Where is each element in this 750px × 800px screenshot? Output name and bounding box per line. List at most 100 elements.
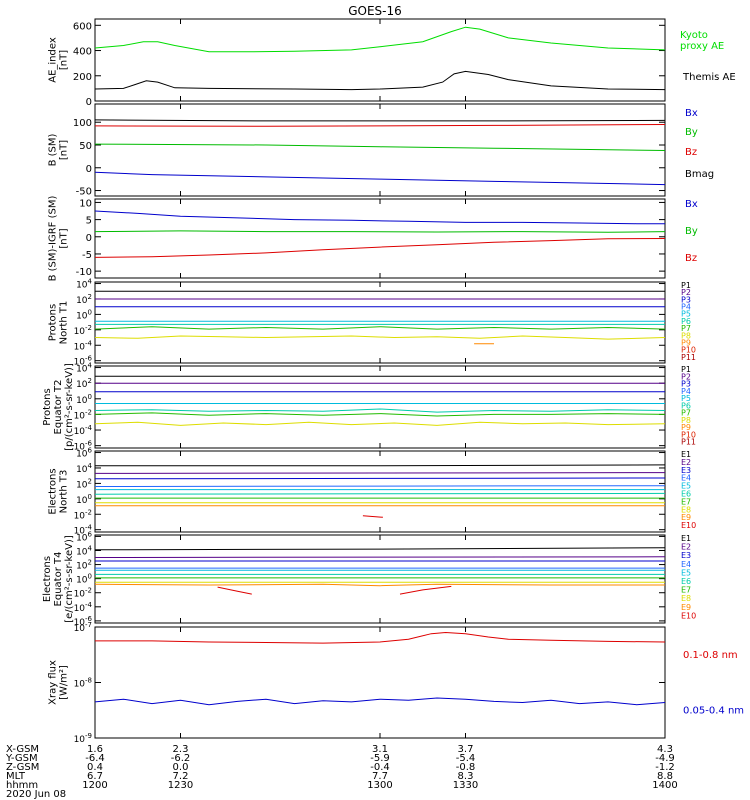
x-tick-value: 8.8 xyxy=(657,771,673,782)
legend-label: E1 xyxy=(681,450,691,459)
y-tick-label: 100 xyxy=(73,118,92,129)
legend-label: P2 xyxy=(681,372,691,381)
x-tick-value: 2.3 xyxy=(173,744,189,755)
legend-label: By xyxy=(685,226,698,237)
series-e10 xyxy=(399,585,452,595)
legend-label: P3 xyxy=(681,295,691,304)
legend-label: E6 xyxy=(681,490,691,499)
x-tick-value: 1230 xyxy=(168,780,193,791)
legend-label: P1 xyxy=(681,365,691,374)
series-e1 xyxy=(95,464,666,467)
x-tick-value: 1330 xyxy=(453,780,478,791)
y-tick-label: 104 xyxy=(76,462,92,475)
x-tick-value: -4.9 xyxy=(655,753,675,764)
x-tick-value: -5.9 xyxy=(370,753,390,764)
legend-label: E5 xyxy=(681,568,691,577)
series-0-1-0-8-nm xyxy=(95,631,666,644)
series-by xyxy=(94,143,666,151)
legend-label: P10 xyxy=(681,430,696,439)
y-tick-label: 10-8 xyxy=(74,677,92,690)
panel-frame xyxy=(94,626,666,739)
y-tick-label: 102 xyxy=(76,293,92,306)
x-tick-value: 0.0 xyxy=(173,762,189,773)
y-axis-label: Protons xyxy=(42,388,53,425)
y-axis-label: Equator T4 xyxy=(53,552,64,607)
x-tick-value: 1300 xyxy=(367,780,392,791)
legend-label: E10 xyxy=(681,611,696,620)
panel-frame xyxy=(94,198,666,279)
series-bz xyxy=(94,124,666,127)
series-0-05-0-4-nm xyxy=(94,697,666,706)
legend-label: P7 xyxy=(681,409,691,418)
series-e10 xyxy=(362,515,383,518)
series-kyoto xyxy=(94,26,666,53)
y-axis-label: B (SM) xyxy=(48,133,59,166)
x-row-label: hhmm xyxy=(6,780,38,791)
legend-label: P8 xyxy=(681,331,691,340)
legend-label: P4 xyxy=(681,303,691,312)
legend-label: E3 xyxy=(681,466,691,475)
y-tick-label: 102 xyxy=(76,477,92,490)
legend-label: P5 xyxy=(681,394,691,403)
y-axis-label: B (SM)-IGRF (SM) xyxy=(48,196,59,282)
series-p7 xyxy=(94,326,666,330)
x-tick-value: 1200 xyxy=(82,780,107,791)
date-label: 2020 Jun 08 xyxy=(6,789,66,800)
legend-label: P5 xyxy=(681,310,691,319)
legend-label: P1 xyxy=(681,281,691,290)
x-tick-value: -5.4 xyxy=(456,753,476,764)
legend-label: E2 xyxy=(681,458,691,467)
y-tick-label: 10-9 xyxy=(74,732,92,745)
y-tick-label: 104 xyxy=(76,362,92,375)
series-bmag xyxy=(94,119,666,122)
y-tick-label: 106 xyxy=(76,447,92,460)
legend-label: P7 xyxy=(681,324,691,333)
y-tick-label: 0 xyxy=(86,233,92,244)
y-tick-label: 10-2 xyxy=(74,587,92,600)
y-tick-label: 10-2 xyxy=(74,408,92,421)
x-tick-value: 7.2 xyxy=(173,771,189,782)
x-row-label: Y-GSM xyxy=(5,753,38,764)
y-tick-label: 5 xyxy=(86,216,92,227)
legend-label: Bz xyxy=(685,253,697,264)
y-tick-label: -5 xyxy=(82,250,92,261)
series-e4 xyxy=(94,485,666,487)
legend-label: E5 xyxy=(681,482,691,491)
y-tick-label: 10-7 xyxy=(74,621,92,634)
panel-frame xyxy=(94,281,666,364)
y-tick-label: 600 xyxy=(73,21,92,32)
y-axis-label: Protons xyxy=(48,304,59,341)
series-e1 xyxy=(94,547,666,551)
y-tick-label: 400 xyxy=(73,47,92,58)
x-tick-value: 0.4 xyxy=(87,762,103,773)
legend-label: P11 xyxy=(681,438,696,447)
y-tick-label: -10 xyxy=(76,267,92,278)
y-axis-label: [nT] xyxy=(59,50,70,70)
y-axis-label: [nT] xyxy=(59,228,70,248)
series-p7 xyxy=(94,412,666,417)
legend-label: P4 xyxy=(681,387,691,396)
legend-label: E8 xyxy=(681,594,691,603)
y-tick-label: 10 xyxy=(79,198,92,209)
panel-frame xyxy=(94,450,666,533)
panel-frame xyxy=(94,365,666,449)
x-tick-value: -6.2 xyxy=(171,753,191,764)
legend-label: By xyxy=(685,127,698,138)
panel-frame xyxy=(94,103,666,197)
y-tick-label: 102 xyxy=(76,377,92,390)
legend-label: P10 xyxy=(681,346,696,355)
series-e2 xyxy=(94,472,666,474)
x-tick-value: -6.4 xyxy=(85,753,105,764)
x-tick-value: 1400 xyxy=(652,780,677,791)
y-tick-label: 10-2 xyxy=(74,324,92,337)
legend-label: Bx xyxy=(685,199,698,210)
y-tick-label: 10-2 xyxy=(74,508,92,521)
legend-label: Themis AE xyxy=(682,72,736,83)
legend-label: E7 xyxy=(681,586,691,595)
legend-label: proxy AE xyxy=(680,41,724,52)
legend-label: P6 xyxy=(681,317,691,326)
series-e3 xyxy=(94,477,666,480)
legend-label: P6 xyxy=(681,401,691,410)
series-themis-ae xyxy=(94,70,666,91)
